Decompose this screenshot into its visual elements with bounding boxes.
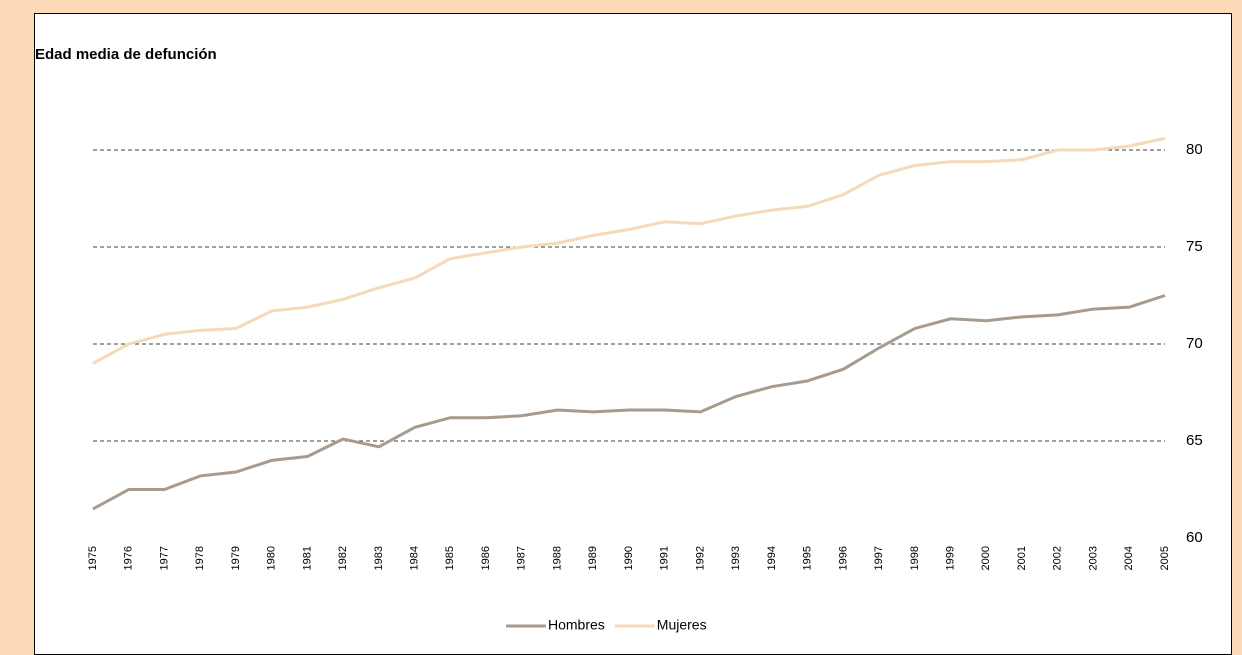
x-tick-label: 2004: [1123, 546, 1135, 570]
x-tick-label: 1992: [694, 546, 706, 570]
x-tick-label: 1982: [337, 546, 349, 570]
data-line: [92, 294, 1166, 511]
x-tick-label: 1987: [516, 546, 528, 570]
x-tick-label: 1977: [158, 546, 170, 570]
data-line: [92, 136, 1166, 365]
x-tick-label: 1975: [87, 546, 99, 570]
x-tick-label: 2002: [1052, 546, 1064, 570]
x-tick-label: 1984: [409, 546, 421, 570]
x-tick-label: 1993: [730, 546, 742, 570]
x-tick-label: 1995: [802, 546, 814, 570]
chart-panel: [34, 13, 1232, 655]
x-tick-label: 1991: [659, 546, 671, 570]
x-tick-label: 1981: [301, 546, 313, 570]
x-tick-label: 1980: [266, 546, 278, 570]
x-tick-label: 1994: [766, 546, 778, 570]
legend-label: Hombres: [548, 617, 605, 633]
x-tick-label: 1990: [623, 546, 635, 570]
x-tick-label: 1996: [837, 546, 849, 570]
y-tick-label: 60: [1186, 529, 1203, 546]
x-tick-label: 2001: [1016, 546, 1028, 570]
x-tick-label: 2003: [1087, 546, 1099, 570]
x-tick-label: 1985: [444, 546, 456, 570]
x-tick-label: 1983: [373, 546, 385, 570]
x-tick-label: 2000: [980, 546, 992, 570]
y-tick-label: 65: [1186, 432, 1203, 449]
y-tick-label: 75: [1186, 238, 1203, 255]
x-tick-label: 1998: [909, 546, 921, 570]
x-tick-label: 1976: [123, 546, 135, 570]
x-tick-label: 2005: [1159, 546, 1171, 570]
x-tick-label: 1999: [945, 546, 957, 570]
x-tick-label: 1989: [587, 546, 599, 570]
x-tick-label: 1997: [873, 546, 885, 570]
chart-title: Edad media de defunción: [35, 46, 217, 63]
x-tick-label: 1979: [230, 546, 242, 570]
y-tick-label: 80: [1186, 141, 1203, 158]
x-tick-label: 1988: [551, 546, 563, 570]
x-tick-label: 1978: [194, 546, 206, 570]
x-tick-label: 1986: [480, 546, 492, 570]
legend-label: Mujeres: [657, 617, 707, 633]
y-tick-label: 70: [1186, 335, 1203, 352]
